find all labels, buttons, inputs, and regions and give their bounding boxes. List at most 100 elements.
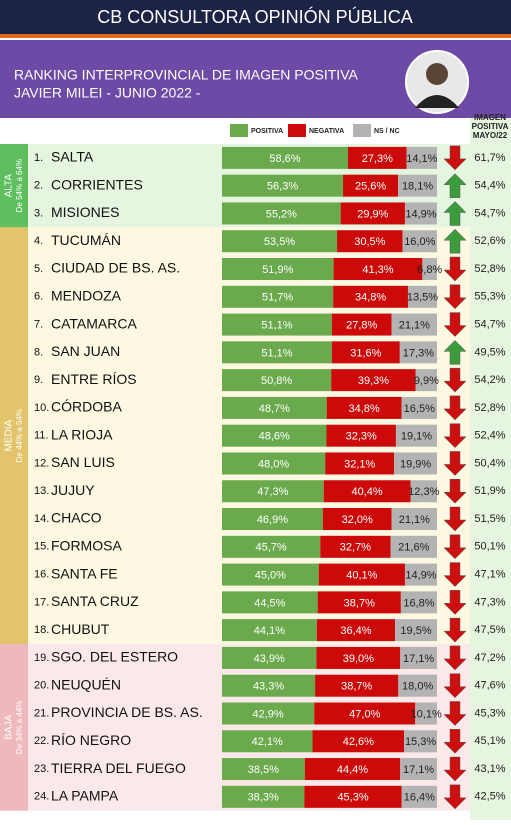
rank: 1. [34,152,43,164]
value-label: 56,3% [267,181,298,193]
previous-value: 54,4% [474,180,505,192]
previous-value: 45,1% [474,735,505,747]
bar-segment [422,258,437,281]
bar-segment [391,508,437,531]
previous-value: 47,2% [474,652,505,664]
category-label: RÍO NEGRO [51,732,131,748]
value-label: 38,3% [248,792,279,804]
value-label: 30,5% [354,236,385,248]
bar-segment [315,674,399,697]
previous-value: 52,8% [474,263,505,275]
value-label: 16,4% [404,792,435,804]
trend-arrow [443,784,467,810]
value-label: 38,5% [248,764,279,776]
bar-segment [404,563,437,586]
trend-arrow [443,312,467,337]
value-label: 41,3% [362,264,393,276]
trend-arrow [443,617,467,643]
bar-segment [222,480,324,503]
value-label: 45,7% [256,542,287,554]
value-label: 16,0% [404,236,435,248]
bar-segment [222,646,317,669]
rank: 5. [34,263,43,275]
value-label: 48,7% [259,403,290,415]
category-label: SALTA [51,149,94,165]
value-label: 15,3% [405,736,436,748]
bar-segment [222,396,327,419]
previous-column [470,118,511,820]
legend-label: NEGATIVA [309,128,344,135]
previous-value: 55,3% [474,291,505,303]
rank: 11. [34,430,48,442]
bar-segment [317,591,401,614]
trend-arrow [443,145,467,171]
value-label: 53,5% [264,236,295,248]
value-label: 38,7% [344,597,375,609]
value-label: 45,0% [255,569,286,581]
trend-arrow [443,729,467,754]
previous-header: IMAGEN [474,113,506,122]
value-label: 19,1% [401,431,432,443]
legend-swatch [353,124,371,137]
group-range: De 34% a 44% [15,701,24,754]
value-label: 19,9% [400,458,431,470]
value-label: 44,5% [254,597,285,609]
bar-segment [390,535,437,558]
brand-stripe [0,34,511,38]
legend-label: NS / NC [374,128,400,135]
bar-segment [222,341,332,364]
brand-band [0,0,511,34]
bar-segment [406,146,437,169]
rank: 23. [34,763,49,775]
rank: 3. [34,207,43,219]
value-label: 16,8% [403,597,434,609]
value-label: 34,8% [349,403,380,415]
bar-segment [400,758,437,781]
previous-value: 47,5% [474,624,505,636]
bar-segment [326,396,402,419]
category-label: MISIONES [51,204,119,220]
rank: 2. [34,180,43,192]
rank: 21. [34,707,49,719]
group-band [0,644,28,811]
previous-value: 51,5% [474,513,505,525]
bar-segment [410,480,437,503]
portrait-body [415,95,459,108]
value-label: 51,1% [261,347,292,359]
category-label: CIUDAD DE BS. AS. [51,260,180,276]
bar-segment [343,174,399,197]
value-label: 44,1% [254,625,285,637]
rank: 19. [34,652,49,664]
trend-arrow [443,228,467,254]
value-label: 21,1% [399,514,430,526]
value-label: 32,0% [342,514,373,526]
bar-segment [337,230,403,253]
bar-segment [326,424,396,447]
value-label: 6,8% [417,264,442,276]
row-group-bg [28,644,470,811]
chart-title: RANKING INTERPROVINCIAL DE IMAGEN POSITI… [14,67,358,83]
trend-arrow [443,534,467,560]
bar-segment [222,313,332,336]
value-label: 40,1% [346,569,377,581]
value-label: 12,3% [408,486,439,498]
previous-value: 47,6% [474,680,505,692]
value-label: 14,9% [405,208,436,220]
value-label: 10,1% [411,708,442,720]
bar-segment [222,619,317,642]
trend-arrow [443,423,467,449]
bar-segment [325,452,395,475]
rank: 9. [34,374,43,386]
rank: 6. [34,291,43,303]
bar-segment [333,285,408,308]
value-label: 44,4% [337,764,368,776]
bar-segment [404,730,437,753]
value-label: 21,1% [399,319,430,331]
value-label: 42,6% [343,736,374,748]
bar-segment [320,535,391,558]
bar-segment [401,396,437,419]
value-label: 39,0% [343,653,374,665]
bar-segment [222,702,315,725]
previous-value: 52,6% [474,235,505,247]
category-label: ENTRE RÍOS [51,371,137,387]
